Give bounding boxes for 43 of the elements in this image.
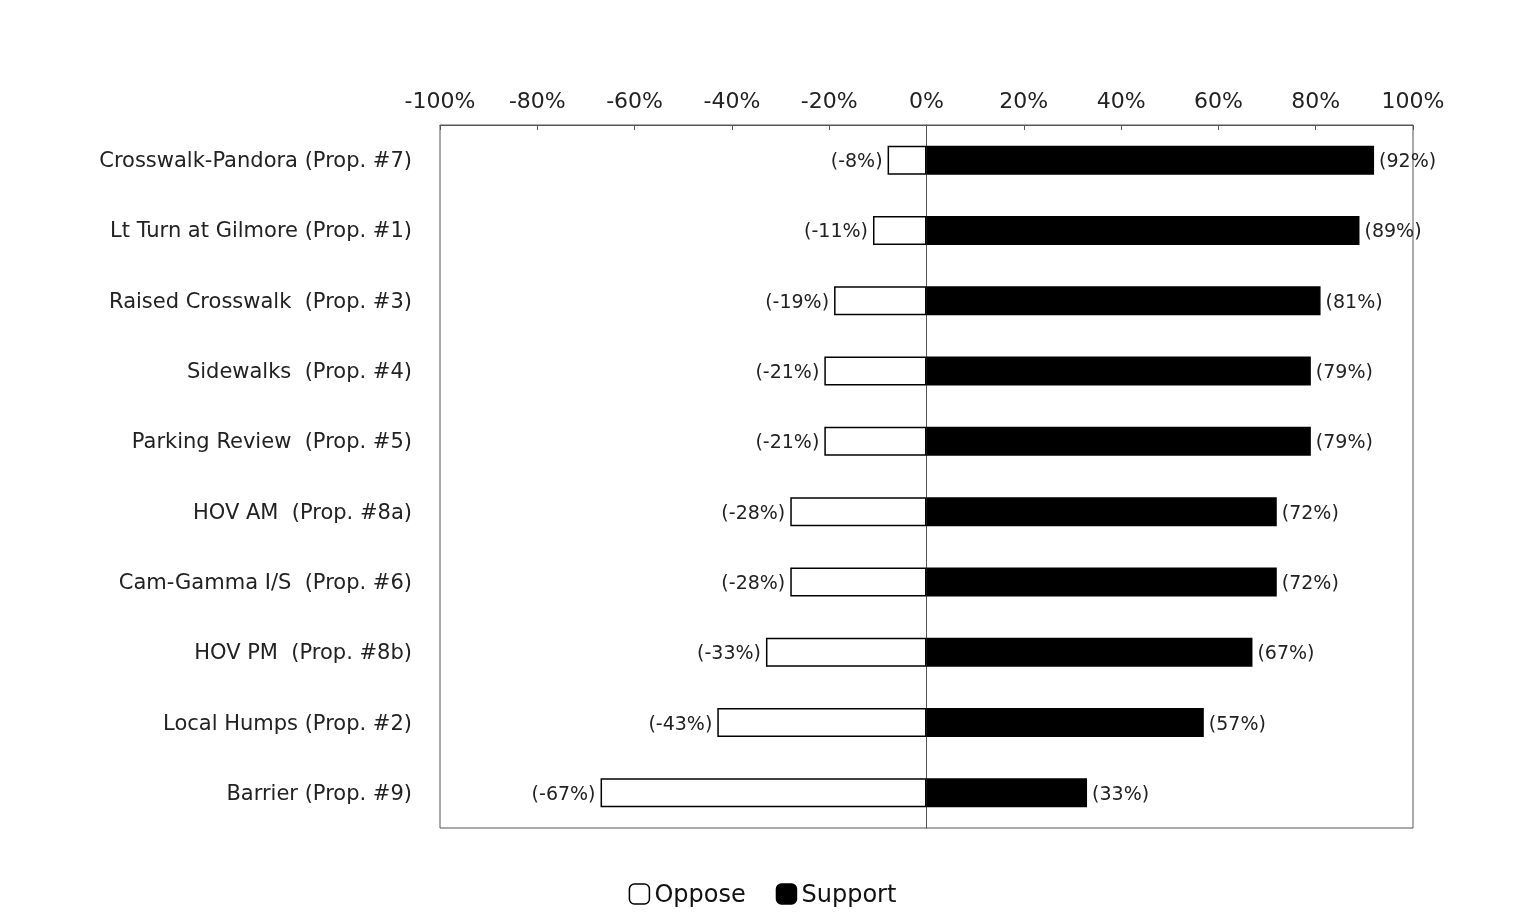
data-label: (-28%) [721,570,786,593]
y-tick-label: Barrier (Prop. #9) [226,780,412,805]
data-label: (-19%) [765,289,830,312]
data-label: (33%) [1092,781,1150,804]
data-label: (-21%) [755,430,820,453]
y-tick-label: Lt Turn at Gilmore (Prop. #1) [110,218,412,243]
x-tick-label: -20% [800,87,858,113]
y-tick-label: HOV AM (Prop. #8a) [192,499,412,524]
y-tick-label: Sidewalks (Prop. #4) [186,359,412,384]
x-tick-label: 20% [999,87,1049,113]
y-tick-label: Cam-Gamma I/S (Prop. #6) [118,569,412,594]
x-tick-label: 40% [1096,87,1146,113]
data-label: (67%) [1257,641,1315,664]
y-tick-label: Raised Crosswalk (Prop. #3) [109,288,412,313]
data-label: (72%) [1281,570,1339,593]
x-tick-label: 100% [1381,87,1445,113]
data-label: (92%) [1379,149,1437,172]
data-label: (-43%) [648,711,713,734]
x-tick-label: -60% [606,87,664,113]
x-tick-label: 0% [909,87,944,113]
x-tick-label: 60% [1193,87,1243,113]
data-label: (-28%) [721,500,786,523]
x-tick-label: 80% [1291,87,1341,113]
data-label: (-33%) [697,641,761,664]
data-label: (-11%) [804,219,868,242]
x-tick-label: -100% [404,87,476,113]
data-label: (72%) [1281,500,1339,523]
y-tick-label: Local Humps (Prop. #2) [163,710,412,735]
data-label: (79%) [1315,430,1373,453]
legend-label: Oppose [654,880,746,908]
data-label: (79%) [1315,360,1373,383]
x-tick-label: -40% [703,87,761,113]
y-tick-label: HOV PM (Prop. #8b) [194,640,412,665]
data-label: (81%) [1325,289,1383,312]
y-tick-label: Crosswalk-Pandora (Prop. #7) [99,148,412,173]
y-tick-label: Parking Review (Prop. #5) [131,429,412,454]
data-label: (57%) [1208,711,1266,734]
data-label: (-21%) [755,360,820,383]
data-label: (-67%) [531,781,596,804]
x-tick-label: -80% [508,87,566,113]
legend-label: Support [801,880,897,908]
data-label: (-8%) [830,149,883,172]
data-label: (89%) [1364,219,1422,242]
